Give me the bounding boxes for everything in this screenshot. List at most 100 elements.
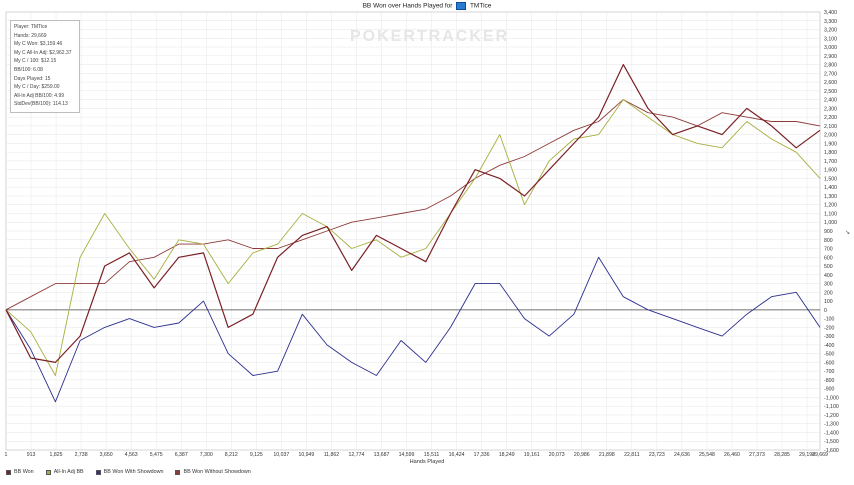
y-tick-label: 200 — [824, 290, 833, 296]
x-tick-label: 22,811 — [624, 452, 640, 458]
x-tick-label: 21,898 — [599, 452, 615, 458]
stat-player: Player: TMTice — [14, 24, 48, 30]
y-tick-label: -800 — [824, 378, 834, 384]
y-tick-label: 3,200 — [824, 28, 837, 34]
y-tick-label: 600 — [824, 255, 833, 261]
stat-hands: Hands: 29,669 — [14, 32, 47, 39]
series-line-bb-won — [5, 63, 821, 363]
resize-handle-icon[interactable]: ↘ — [845, 230, 851, 236]
y-tick-label: 1,300 — [824, 194, 837, 200]
x-tick-label: 8,212 — [225, 452, 238, 458]
x-tick-label: 10,949 — [298, 452, 314, 458]
legend-all-in-adj[interactable]: All-In Adj BB — [45, 469, 84, 475]
x-tick-label: 1 — [5, 452, 8, 458]
y-tick-label: 2,800 — [824, 63, 837, 69]
x-tick-label: 16,424 — [449, 452, 465, 458]
x-tick-label: 27,373 — [749, 452, 765, 458]
legend-bb-won[interactable]: BB Won — [6, 469, 34, 475]
x-tick-label: 2,738 — [75, 452, 88, 458]
stat-per-100: My C / 100: $12.15 — [14, 58, 57, 65]
y-tick-label: 1,600 — [824, 168, 837, 174]
y-tick-label: 0 — [824, 308, 827, 314]
x-tick-label: 26,460 — [724, 452, 740, 458]
y-tick-label: -100 — [824, 317, 834, 323]
x-tick-label: 9,125 — [250, 452, 263, 458]
legend-label-bb-won: BB Won — [14, 469, 34, 475]
y-tick-label: 2,200 — [824, 115, 837, 121]
series-line-all-in-adj — [5, 99, 821, 376]
x-tick-label: 20,986 — [574, 452, 590, 458]
legend-label-without-showdown: BB Won Without Showdown — [183, 469, 251, 475]
y-tick-label: 3,400 — [824, 10, 837, 16]
series-line-with-showdown — [5, 256, 821, 403]
legend-with-showdown[interactable]: BB Won With Showdown — [95, 469, 163, 475]
y-tick-label: -200 — [824, 325, 834, 331]
x-tick-label: 4,563 — [125, 452, 138, 458]
x-tick-label: 913 — [27, 452, 36, 458]
legend-swatch-all-in-adj — [45, 469, 51, 475]
stat-days: Days Played: 15 — [14, 75, 51, 82]
stars-flag-icon — [456, 2, 467, 10]
x-tick-label: 7,300 — [200, 452, 213, 458]
y-tick-label: 2,000 — [824, 133, 837, 139]
y-tick-label: 2,400 — [824, 98, 837, 104]
y-tick-label: -1,100 — [824, 404, 839, 410]
y-tick-label: 1,700 — [824, 159, 837, 165]
y-tick-label: 1,800 — [824, 150, 837, 156]
stat-stddev: StdDev(BB/100): 114.13 — [14, 101, 68, 108]
legend-swatch-without-showdown — [175, 469, 181, 475]
stats-box: Player: TMTice Hands: 29,669 My C Won: $… — [10, 20, 80, 113]
stat-allin-adj: My C All-In Adj: $2,962.37 — [14, 49, 72, 56]
x-tick-label: 29,669 — [812, 452, 828, 458]
y-tick-label: -700 — [824, 369, 834, 375]
x-tick-label: 14,599 — [399, 452, 415, 458]
pokertracker-watermark: POKERTRACKER — [350, 28, 510, 45]
y-tick-label: 2,100 — [824, 124, 837, 130]
y-tick-label: 1,900 — [824, 141, 837, 147]
y-tick-label: 2,300 — [824, 106, 837, 112]
x-tick-label: 18,249 — [499, 452, 515, 458]
stat-per-day: My C / Day: $259.00 — [14, 84, 60, 91]
legend-without-showdown[interactable]: BB Won Without Showdown — [175, 469, 251, 475]
y-tick-label: 800 — [824, 238, 833, 244]
chart-title: BB Won over Hands Played for TMTice — [0, 2, 854, 10]
x-tick-label: 17,336 — [474, 452, 490, 458]
x-tick-label: 25,548 — [699, 452, 715, 458]
y-tick-label: -1,400 — [824, 430, 839, 436]
y-tick-label: 100 — [824, 299, 833, 305]
chart-title-text: BB Won over Hands Played for — [362, 2, 453, 10]
y-tick-label: 3,000 — [824, 45, 837, 51]
y-tick-label: -1,000 — [824, 395, 839, 401]
y-tick-label: 1,000 — [824, 220, 837, 226]
y-tick-label: 700 — [824, 247, 833, 253]
x-tick-label: 5,475 — [150, 452, 163, 458]
y-tick-label: -300 — [824, 334, 834, 340]
y-tick-label: 1,500 — [824, 176, 837, 182]
x-tick-label: 24,636 — [674, 452, 690, 458]
y-tick-label: -500 — [824, 352, 834, 358]
legend-swatch-bb-won — [6, 469, 11, 475]
x-tick-label: 20,073 — [549, 452, 565, 458]
x-tick-label: 13,687 — [374, 452, 390, 458]
y-tick-label: -1,300 — [824, 422, 839, 428]
stat-bb-100: BB/100: 6.08 — [14, 66, 43, 73]
x-tick-label: 10,037 — [273, 452, 289, 458]
legend-label-all-in-adj: All-In Adj BB — [53, 469, 84, 475]
x-tick-label: 1,825 — [50, 452, 63, 458]
y-tick-label: -400 — [824, 343, 834, 349]
y-tick-label: -600 — [824, 360, 834, 366]
y-tick-label: 400 — [824, 273, 833, 279]
y-tick-label: 900 — [824, 229, 833, 235]
y-tick-label: 2,600 — [824, 80, 837, 86]
x-tick-label: 28,285 — [774, 452, 790, 458]
x-tick-label: 11,862 — [324, 452, 340, 458]
x-tick-label: 3,650 — [100, 452, 113, 458]
x-tick-label: 23,723 — [649, 452, 665, 458]
y-tick-label: -1,600 — [824, 448, 839, 454]
chart-legend: BB Won All-In Adj BB BB Won With Showdow… — [6, 469, 251, 475]
y-tick-label: 500 — [824, 264, 833, 270]
y-tick-label: 3,100 — [824, 36, 837, 42]
y-tick-label: -1,200 — [824, 413, 839, 419]
y-tick-label: 2,700 — [824, 71, 837, 77]
